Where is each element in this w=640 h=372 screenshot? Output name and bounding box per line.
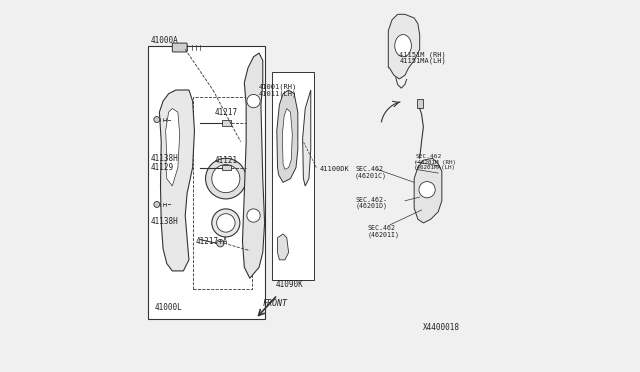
Text: 41000L: 41000L [155,303,182,312]
Polygon shape [277,90,298,182]
Text: SEC.462: SEC.462 [416,154,442,159]
Text: 41138H: 41138H [150,154,178,163]
Circle shape [212,164,240,193]
Bar [222,120,232,126]
Text: (46201I): (46201I) [368,231,400,238]
Text: 41151M (RH): 41151M (RH) [399,52,446,58]
Bar [272,71,314,280]
Text: FRONT: FRONT [263,299,288,308]
Ellipse shape [395,35,412,57]
Polygon shape [388,14,420,79]
Text: X4400018: X4400018 [424,323,460,331]
Polygon shape [303,90,311,186]
Text: 41217+A: 41217+A [195,237,228,246]
Polygon shape [166,109,180,186]
Circle shape [154,202,160,208]
Bar [222,164,232,170]
Text: 41100DK: 41100DK [319,166,349,172]
Text: SEC.462: SEC.462 [355,166,383,172]
Circle shape [216,240,224,247]
Polygon shape [414,158,442,223]
Text: 41011(LH): 41011(LH) [259,90,298,97]
Bar [193,97,252,289]
Text: (46201MA(LH): (46201MA(LH) [414,165,456,170]
Polygon shape [282,109,292,169]
Polygon shape [159,90,195,271]
Circle shape [247,209,260,222]
Bar [148,46,264,319]
Text: 41121: 41121 [215,155,238,165]
Circle shape [419,182,435,198]
FancyBboxPatch shape [172,43,187,52]
Polygon shape [278,234,289,260]
Text: SEC.462: SEC.462 [368,225,396,231]
Circle shape [247,94,260,108]
Text: 41151MA(LH): 41151MA(LH) [399,58,446,64]
Text: (46201D): (46201D) [355,202,387,209]
Bar [417,99,422,109]
Circle shape [154,116,160,122]
Polygon shape [243,53,264,278]
Text: (46201M (RH): (46201M (RH) [414,160,456,164]
Text: (46201C): (46201C) [355,172,387,179]
Text: SEC.462-: SEC.462- [355,197,387,203]
Text: 41090K: 41090K [276,280,303,289]
Circle shape [216,214,235,232]
Text: 41138H: 41138H [150,217,178,225]
Text: 41001(RH): 41001(RH) [259,83,298,90]
Circle shape [205,158,246,199]
Text: 41000A: 41000A [150,36,178,45]
Circle shape [212,209,240,237]
Text: 41217: 41217 [215,108,238,117]
Text: 41129: 41129 [150,163,173,172]
